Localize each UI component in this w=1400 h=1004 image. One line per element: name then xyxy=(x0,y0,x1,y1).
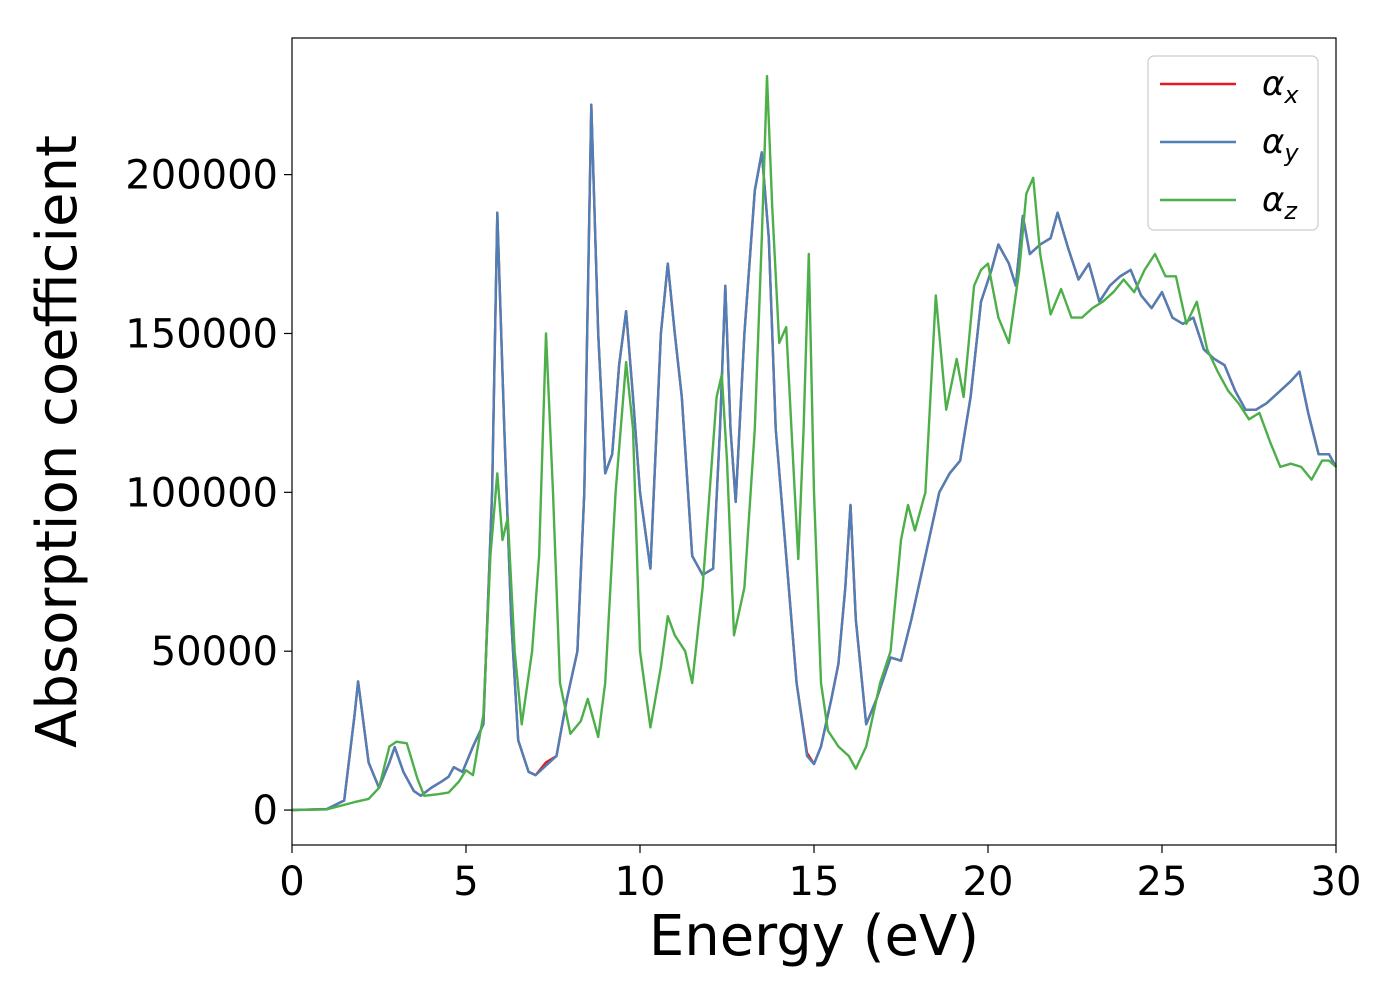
y-tick-label: 150000 xyxy=(125,311,278,357)
x-tick-label: 0 xyxy=(279,859,304,905)
legend-label-x: αx xyxy=(1262,64,1299,109)
legend-label-y: αy xyxy=(1262,122,1299,167)
ticks-layer: 0 5 10 15 20 25 30 0 50000 100000 150000 200000 xyxy=(125,153,1361,905)
series-line-z xyxy=(291,74,1337,812)
series-layer xyxy=(291,74,1338,812)
y-tick-label: 50000 xyxy=(151,629,278,675)
y-tick-label: 100000 xyxy=(125,470,278,516)
legend: αx αy αz xyxy=(1147,55,1319,231)
x-axis-label: Energy (eV) xyxy=(649,904,979,969)
legend-label-z: αz xyxy=(1262,180,1298,225)
y-tick-label: 200000 xyxy=(125,153,278,199)
x-tick-label: 25 xyxy=(1137,859,1188,905)
y-tick-label: 0 xyxy=(253,788,278,834)
x-tick-label: 5 xyxy=(453,859,478,905)
x-tick-label: 15 xyxy=(789,859,840,905)
x-tick-label: 10 xyxy=(615,859,666,905)
x-tick-label: 20 xyxy=(963,859,1014,905)
x-tick-label: 30 xyxy=(1311,859,1362,905)
y-axis-label: Absorption coefficient xyxy=(25,135,90,748)
